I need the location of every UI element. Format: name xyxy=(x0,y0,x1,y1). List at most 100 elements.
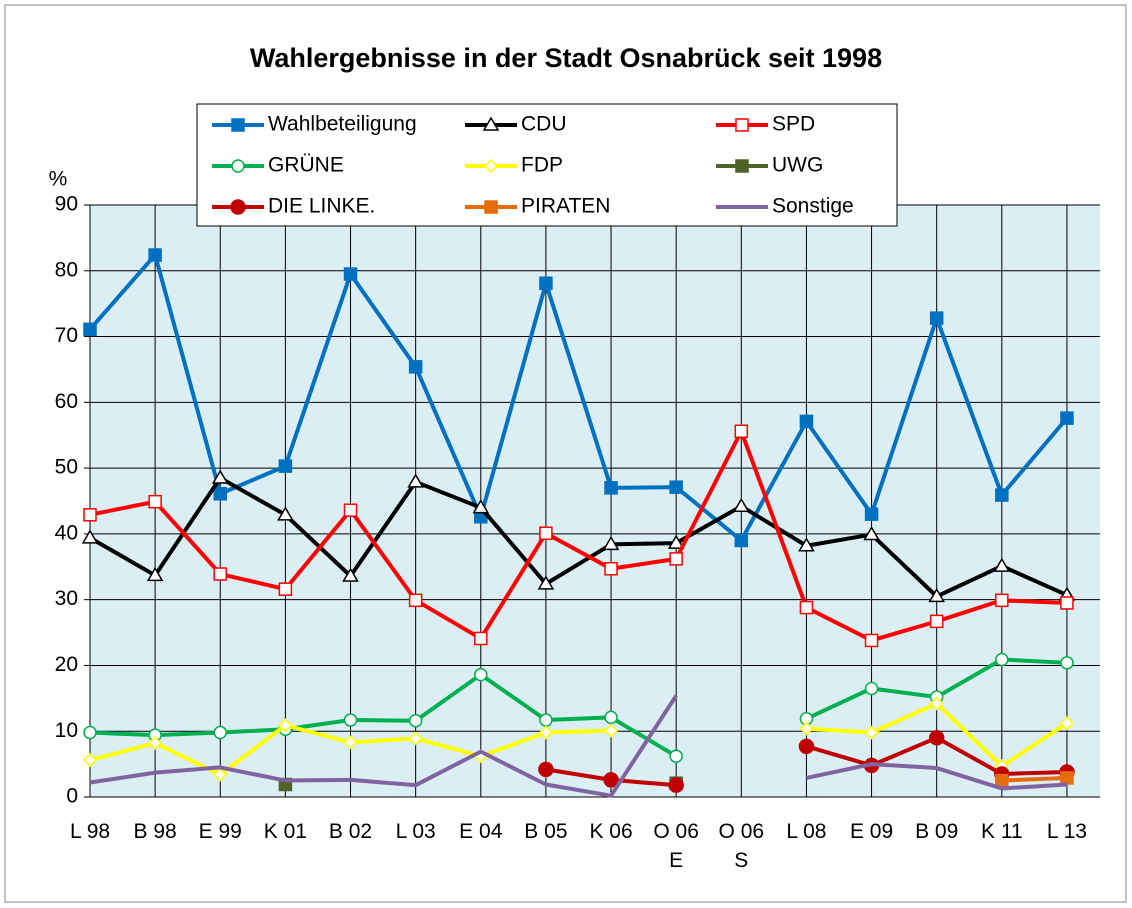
x-tick-label: K 06 xyxy=(589,820,632,843)
marker xyxy=(864,507,879,521)
marker xyxy=(538,761,554,778)
y-tick-label: 60 xyxy=(55,390,78,413)
marker xyxy=(864,681,879,696)
legend-label: CDU xyxy=(521,113,567,136)
series-line xyxy=(1001,775,1068,783)
series-line xyxy=(89,429,1068,643)
marker xyxy=(408,713,423,728)
marker xyxy=(148,494,162,509)
marker xyxy=(603,723,619,738)
marker xyxy=(667,534,685,549)
marker xyxy=(474,631,488,646)
marker xyxy=(995,488,1009,502)
marker xyxy=(929,311,944,325)
x-tick-label: L 08 xyxy=(786,820,826,843)
marker xyxy=(342,567,359,582)
y-tick-label: 80 xyxy=(55,258,78,281)
marker xyxy=(735,118,749,132)
legend xyxy=(196,103,898,227)
x-tick-label: B 09 xyxy=(915,820,958,843)
marker xyxy=(1060,411,1074,425)
marker xyxy=(863,526,880,541)
x-tick-label: O 06 S xyxy=(719,820,765,872)
legend-label: UWG xyxy=(772,154,823,177)
y-tick-label: 10 xyxy=(55,719,78,742)
marker xyxy=(995,652,1009,667)
marker xyxy=(929,696,944,711)
legend-label: Sonstige xyxy=(772,195,854,218)
series-line xyxy=(89,694,1068,798)
y-tick-label: 70 xyxy=(55,324,78,347)
series-line xyxy=(88,252,1069,543)
x-tick-label: K 01 xyxy=(264,820,307,843)
marker xyxy=(483,158,499,174)
marker xyxy=(669,480,683,494)
marker xyxy=(146,566,164,582)
marker xyxy=(82,753,98,768)
marker xyxy=(343,267,358,281)
marker xyxy=(928,730,945,746)
chart-title: Wahlergebnisse in der Stadt Osnabrück se… xyxy=(250,43,882,73)
marker xyxy=(604,710,618,725)
marker xyxy=(602,535,620,551)
marker xyxy=(799,414,814,429)
plot-area xyxy=(90,205,1100,797)
x-tick-label: L 98 xyxy=(70,820,110,843)
marker xyxy=(993,557,1011,572)
marker xyxy=(604,562,618,576)
marker xyxy=(928,587,945,603)
marker xyxy=(278,718,293,733)
marker xyxy=(230,199,246,215)
marker xyxy=(798,537,815,552)
y-tick-label: 50 xyxy=(55,456,78,479)
x-tick-label: E 99 xyxy=(199,820,242,843)
y-tick-label: 20 xyxy=(55,653,78,676)
marker xyxy=(83,322,97,337)
marker xyxy=(799,600,814,615)
marker xyxy=(213,567,228,581)
marker xyxy=(472,499,490,514)
x-tick-label: B 05 xyxy=(524,820,567,843)
marker xyxy=(408,593,423,608)
marker xyxy=(539,276,553,291)
series-line xyxy=(89,475,1068,599)
x-tick-label: L 13 xyxy=(1047,820,1087,843)
y-tick-label: 40 xyxy=(55,521,78,544)
marker xyxy=(929,614,944,629)
marker xyxy=(539,713,553,727)
marker xyxy=(995,593,1009,608)
marker xyxy=(213,767,228,782)
legend-label: SPD xyxy=(772,113,815,136)
marker xyxy=(231,159,245,173)
marker xyxy=(539,526,553,540)
marker xyxy=(407,473,424,488)
marker xyxy=(537,575,555,590)
marker xyxy=(213,725,228,740)
marker xyxy=(669,552,683,566)
marker xyxy=(148,736,163,751)
legend-label: DIE LINKE. xyxy=(268,195,375,218)
marker xyxy=(408,731,423,746)
marker xyxy=(603,772,619,788)
marker xyxy=(734,424,749,439)
marker xyxy=(1060,596,1074,610)
y-axis-label: % xyxy=(49,168,68,191)
marker xyxy=(482,116,500,131)
legend-label: Wahlbeteiligung xyxy=(268,113,417,136)
x-tick-label: E 04 xyxy=(459,820,503,843)
x-tick-label: L 03 xyxy=(396,820,436,843)
marker xyxy=(668,777,684,793)
marker xyxy=(732,497,750,513)
marker xyxy=(474,667,488,682)
marker xyxy=(343,735,358,750)
marker xyxy=(278,582,293,596)
marker xyxy=(734,533,749,548)
x-tick-label: K 11 xyxy=(981,820,1023,843)
marker xyxy=(83,508,97,522)
marker xyxy=(408,360,423,374)
marker xyxy=(148,248,162,262)
x-tick-label: E 09 xyxy=(850,820,893,843)
x-tick-label: O 06 E xyxy=(653,820,699,872)
y-tick-label: 30 xyxy=(55,587,78,610)
